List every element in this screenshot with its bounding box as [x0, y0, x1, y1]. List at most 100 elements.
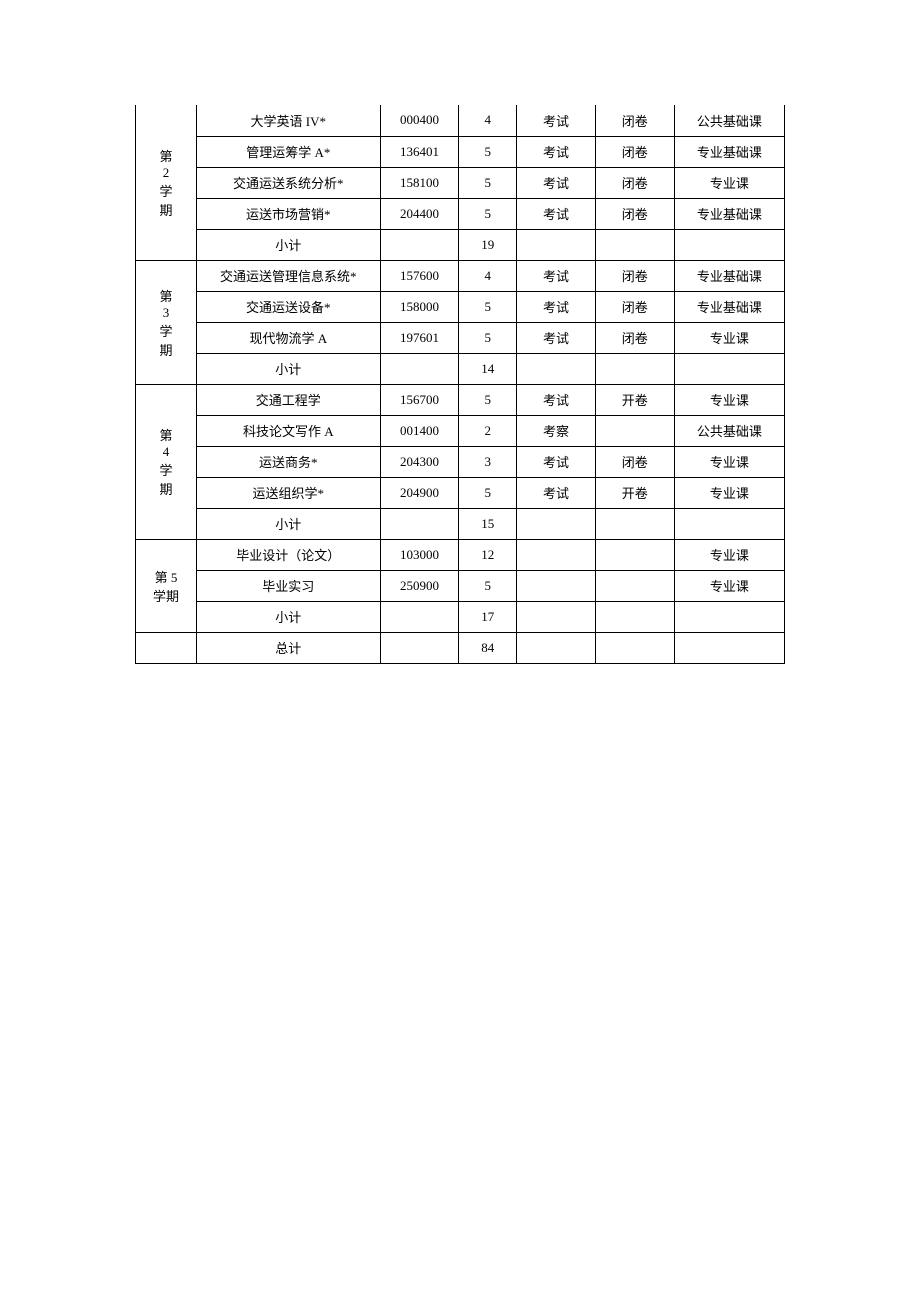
course-name: 运送商务*	[196, 446, 380, 477]
empty-cell	[595, 229, 674, 260]
empty-cell	[517, 353, 596, 384]
exam-mode: 闭卷	[595, 291, 674, 322]
empty-cell	[136, 632, 197, 663]
course-credits: 5	[459, 322, 517, 353]
subtotal-label: 小计	[196, 508, 380, 539]
course-code: 158100	[380, 167, 459, 198]
course-credits: 5	[459, 384, 517, 415]
table-row: 第2学期大学英语 IV*0004004考试闭卷公共基础课	[136, 105, 785, 136]
subtotal-label: 小计	[196, 601, 380, 632]
subtotal-label: 小计	[196, 229, 380, 260]
subtotal-label: 小计	[196, 353, 380, 384]
course-credits: 5	[459, 167, 517, 198]
course-credits: 5	[459, 198, 517, 229]
course-code: 250900	[380, 570, 459, 601]
curriculum-table: 第2学期大学英语 IV*0004004考试闭卷公共基础课管理运筹学 A*1364…	[135, 105, 785, 664]
empty-cell	[517, 229, 596, 260]
exam-mode: 开卷	[595, 384, 674, 415]
empty-cell	[595, 632, 674, 663]
subtotal-credits: 17	[459, 601, 517, 632]
exam-mode: 闭卷	[595, 446, 674, 477]
subtotal-code	[380, 353, 459, 384]
empty-cell	[595, 601, 674, 632]
subtotal-row: 小计 15	[136, 508, 785, 539]
exam-mode	[595, 415, 674, 446]
subtotal-credits: 14	[459, 353, 517, 384]
empty-cell	[674, 632, 784, 663]
course-name: 毕业实习	[196, 570, 380, 601]
subtotal-row: 小计 17	[136, 601, 785, 632]
semester-label: 第3学期	[136, 260, 197, 384]
course-credits: 2	[459, 415, 517, 446]
course-name: 现代物流学 A	[196, 322, 380, 353]
table-row: 第3学期交通运送管理信息系统*1576004考试闭卷专业基础课	[136, 260, 785, 291]
course-code: 204400	[380, 198, 459, 229]
course-credits: 4	[459, 105, 517, 136]
empty-cell	[595, 353, 674, 384]
total-credits: 84	[459, 632, 517, 663]
subtotal-credits: 19	[459, 229, 517, 260]
course-code: 204900	[380, 477, 459, 508]
table-row: 现代物流学 A1976015考试闭卷专业课	[136, 322, 785, 353]
exam-mode: 闭卷	[595, 260, 674, 291]
empty-cell	[674, 508, 784, 539]
course-code: 197601	[380, 322, 459, 353]
course-name: 大学英语 IV*	[196, 105, 380, 136]
course-credits: 4	[459, 260, 517, 291]
subtotal-row: 小计 14	[136, 353, 785, 384]
exam-type	[517, 539, 596, 570]
course-code: 001400	[380, 415, 459, 446]
course-name: 运送市场营销*	[196, 198, 380, 229]
exam-mode: 闭卷	[595, 322, 674, 353]
table-row: 第4学期交通工程学1567005考试开卷专业课	[136, 384, 785, 415]
exam-type: 考试	[517, 136, 596, 167]
table-row: 毕业实习2509005专业课	[136, 570, 785, 601]
course-name: 交通运送系统分析*	[196, 167, 380, 198]
exam-type	[517, 570, 596, 601]
semester-label: 第 5学期	[136, 539, 197, 632]
empty-cell	[674, 601, 784, 632]
exam-type: 考试	[517, 322, 596, 353]
exam-type: 考试	[517, 477, 596, 508]
subtotal-code	[380, 229, 459, 260]
course-credits: 5	[459, 570, 517, 601]
total-label: 总计	[196, 632, 380, 663]
empty-cell	[517, 601, 596, 632]
course-credits: 5	[459, 477, 517, 508]
exam-type: 考试	[517, 446, 596, 477]
course-category: 公共基础课	[674, 415, 784, 446]
course-name: 运送组织学*	[196, 477, 380, 508]
course-name: 交通运送管理信息系统*	[196, 260, 380, 291]
empty-cell	[517, 632, 596, 663]
course-name: 科技论文写作 A	[196, 415, 380, 446]
course-code: 103000	[380, 539, 459, 570]
empty-cell	[380, 632, 459, 663]
course-code: 204300	[380, 446, 459, 477]
semester-label: 第2学期	[136, 105, 197, 260]
exam-mode: 闭卷	[595, 198, 674, 229]
empty-cell	[517, 508, 596, 539]
course-category: 专业课	[674, 477, 784, 508]
table-row: 管理运筹学 A*1364015考试闭卷专业基础课	[136, 136, 785, 167]
course-category: 专业基础课	[674, 198, 784, 229]
table-row: 运送商务*2043003考试闭卷专业课	[136, 446, 785, 477]
exam-mode	[595, 570, 674, 601]
table-row: 科技论文写作 A0014002考察 公共基础课	[136, 415, 785, 446]
course-credits: 5	[459, 291, 517, 322]
exam-type: 考试	[517, 384, 596, 415]
course-name: 交通工程学	[196, 384, 380, 415]
exam-type: 考试	[517, 260, 596, 291]
course-code: 157600	[380, 260, 459, 291]
subtotal-credits: 15	[459, 508, 517, 539]
table-row: 运送组织学*2049005考试开卷专业课	[136, 477, 785, 508]
table-row: 运送市场营销*2044005考试闭卷专业基础课	[136, 198, 785, 229]
course-category: 专业课	[674, 322, 784, 353]
exam-type: 考察	[517, 415, 596, 446]
course-category: 专业基础课	[674, 260, 784, 291]
exam-mode: 闭卷	[595, 167, 674, 198]
course-category: 专业课	[674, 384, 784, 415]
course-code: 000400	[380, 105, 459, 136]
course-category: 专业课	[674, 446, 784, 477]
course-credits: 5	[459, 136, 517, 167]
exam-mode	[595, 539, 674, 570]
